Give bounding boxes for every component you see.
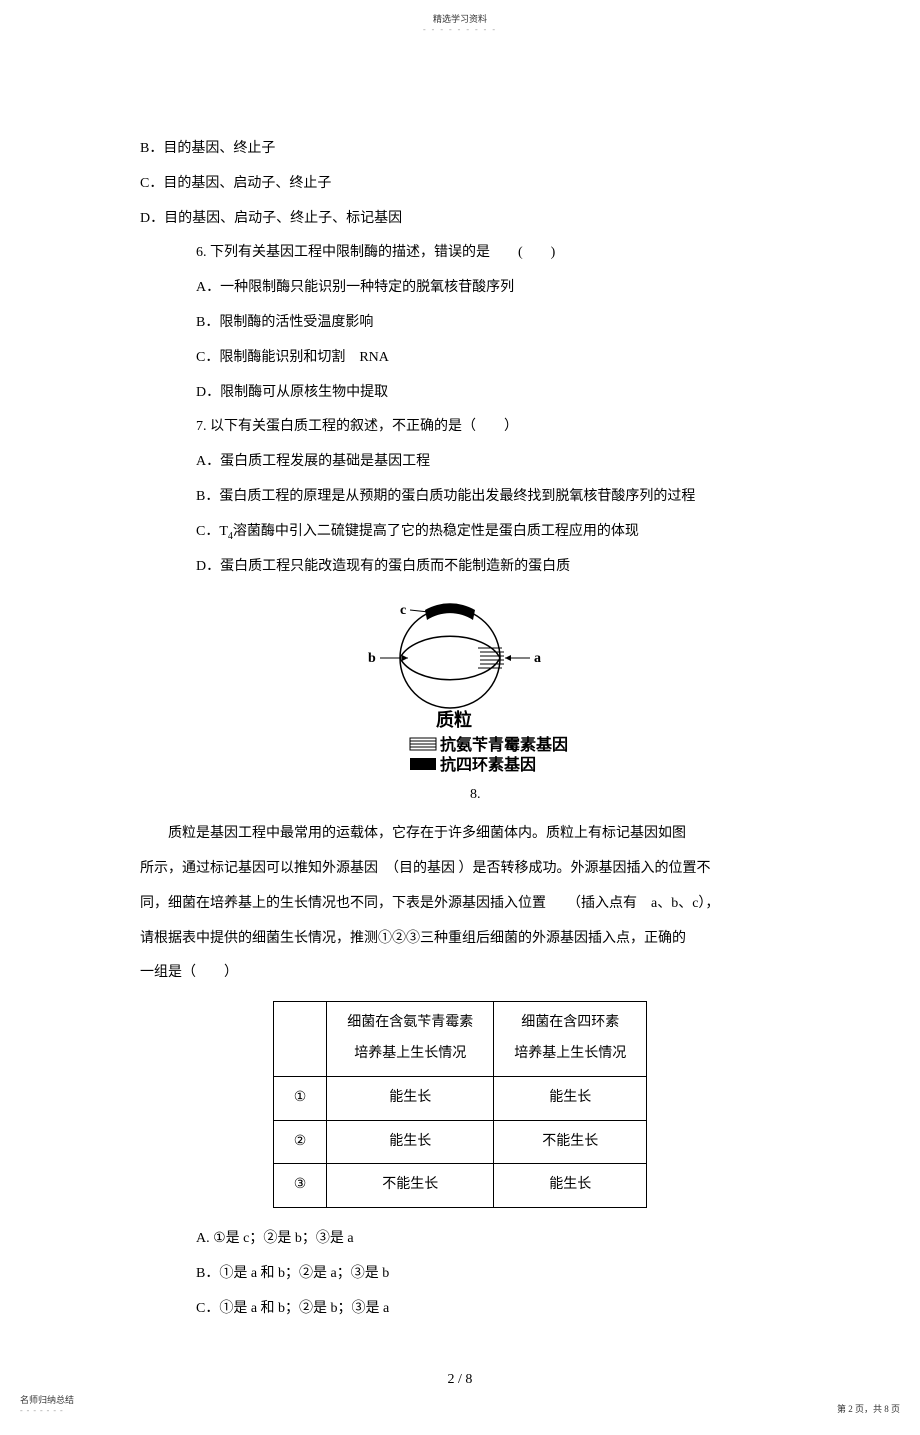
- q7-c-suffix: 溶菌酶中引入二硫键提高了它的热稳定性是蛋白质工程应用的体现: [233, 524, 639, 539]
- label-a: a: [534, 651, 541, 666]
- header-dashes: - - - - - - - - -: [0, 25, 920, 34]
- row1-num: ①: [273, 1076, 327, 1120]
- q8-p3b: （插入点有 a、b、c），: [574, 896, 719, 911]
- label-b: b: [368, 651, 376, 666]
- page-number: 2 / 8: [140, 1365, 780, 1396]
- q7-stem-prefix: 7. 以下有关蛋白质工程的叙述，不: [196, 419, 406, 434]
- table-row: ③ 不能生长 能生长: [273, 1164, 647, 1208]
- main-content: B．目的基因、终止子 C．目的基因、启动子、终止子 D．目的基因、启动子、终止子…: [0, 34, 920, 1435]
- prev-option-b: B．目的基因、终止子: [140, 134, 780, 165]
- row3-num: ③: [273, 1164, 327, 1208]
- footer-left-text: 名师归纳总结: [20, 1393, 74, 1406]
- q6-stem: 6. 下列有关基因工程中限制酶的描述，错误的是 ( ): [140, 238, 780, 269]
- q8-option-a: A. ①是 c；②是 b；③是 a: [140, 1224, 780, 1255]
- q7-option-d: D．蛋白质工程只能改造现有的蛋白质而不能制造新的蛋白质: [140, 552, 780, 583]
- row3-c1: 不能生长: [327, 1164, 494, 1208]
- q8-para2: 所示，通过标记基因可以推知外源基因 （目的基因 ）是否转移成功。外源基因插入的位…: [140, 854, 780, 885]
- growth-table-container: 细菌在含氨苄青霉素 培养基上生长情况 细菌在含四环素 培养基上生长情况 ① 能生…: [140, 1001, 780, 1208]
- q8-option-b: B．①是 a 和 b；②是 a；③是 b: [140, 1259, 780, 1290]
- label-c: c: [400, 603, 406, 618]
- q7-option-a: A．蛋白质工程发展的基础是基因工程: [140, 447, 780, 478]
- q8-para4: 请根据表中提供的细菌生长情况，推测①②③三种重组后细菌的外源基因插入点，正确的: [140, 924, 780, 955]
- footer-left-dashes: - - - - - - -: [20, 1406, 74, 1415]
- q7-option-b: B．蛋白质工程的原理是从预期的蛋白质功能出发最终找到脱氧核苷酸序列的过程: [140, 482, 780, 513]
- q6-option-a: A．一种限制酶只能识别一种特定的脱氧核苷酸序列: [140, 273, 780, 304]
- q7-option-c: C．T4溶菌酶中引入二硫键提高了它的热稳定性是蛋白质工程应用的体现: [140, 517, 780, 548]
- table-header-tet: 细菌在含四环素 培养基上生长情况: [494, 1002, 647, 1077]
- row2-num: ②: [273, 1120, 327, 1164]
- plasmid-diagram: c b a 质粒 抗氨苄青霉素基因 抗四环素基因 8.: [140, 598, 780, 811]
- th2a: 细菌在含四环素: [521, 1015, 619, 1030]
- footer-right: 第 2 页，共 8 页: [837, 1402, 900, 1415]
- q8-p2a: 所示，通过标记基因可以推知外源基因: [140, 861, 378, 876]
- header-title: 精选学习资料: [0, 0, 920, 25]
- q8-p2b: （目的基因 ）是否转移成功。外源基因插入的位置不: [392, 861, 711, 876]
- q8-para1: 质粒是基因工程中最常用的运载体，它存在于许多细菌体内。质粒上有标记基因如图: [140, 819, 780, 850]
- row2-c1: 能生长: [327, 1120, 494, 1164]
- q7-stem-suffix: 正确的是（ ）: [406, 419, 518, 434]
- q8-para3: 同，细菌在培养基上的生长情况也不同，下表是外源基因插入位置 （插入点有 a、b、…: [140, 889, 780, 920]
- th1b: 培养基上生长情况: [354, 1046, 466, 1061]
- q7-c-prefix: C．T: [196, 524, 228, 539]
- table-row: ① 能生长 能生长: [273, 1076, 647, 1120]
- growth-table: 细菌在含氨苄青霉素 培养基上生长情况 细菌在含四环素 培养基上生长情况 ① 能生…: [273, 1001, 648, 1208]
- q8-option-c: C．①是 a 和 b；②是 b；③是 a: [140, 1294, 780, 1325]
- q8-number: 8.: [470, 780, 481, 811]
- row1-c1: 能生长: [327, 1076, 494, 1120]
- q8-para5: 一组是（ ）: [140, 958, 780, 989]
- plasmid-svg: c b a 质粒 抗氨苄青霉素基因 抗四环素基因: [330, 598, 590, 798]
- q6-option-c: C．限制酶能识别和切割 RNA: [140, 343, 780, 374]
- q7-stem: 7. 以下有关蛋白质工程的叙述，不正确的是（ ）: [140, 412, 780, 443]
- th2b: 培养基上生长情况: [514, 1046, 626, 1061]
- prev-option-d: D．目的基因、启动子、终止子、标记基因: [140, 204, 780, 235]
- footer-left: 名师归纳总结 - - - - - - -: [20, 1393, 74, 1415]
- row2-c2: 不能生长: [494, 1120, 647, 1164]
- prev-option-c: C．目的基因、启动子、终止子: [140, 169, 780, 200]
- plasmid-label: 质粒: [436, 709, 472, 730]
- gene2-label: 抗四环素基因: [440, 755, 536, 774]
- th1a: 细菌在含氨苄青霉素: [347, 1015, 473, 1030]
- table-header-blank: [273, 1002, 327, 1077]
- q8-p3a: 同，细菌在培养基上的生长情况也不同，下表是外源基因插入位置: [140, 896, 546, 911]
- q6-option-b: B．限制酶的活性受温度影响: [140, 308, 780, 339]
- table-header-amp: 细菌在含氨苄青霉素 培养基上生长情况: [327, 1002, 494, 1077]
- table-row: ② 能生长 不能生长: [273, 1120, 647, 1164]
- q6-option-d: D．限制酶可从原核生物中提取: [140, 378, 780, 409]
- row1-c2: 能生长: [494, 1076, 647, 1120]
- row3-c2: 能生长: [494, 1164, 647, 1208]
- gene1-label: 抗氨苄青霉素基因: [440, 735, 568, 754]
